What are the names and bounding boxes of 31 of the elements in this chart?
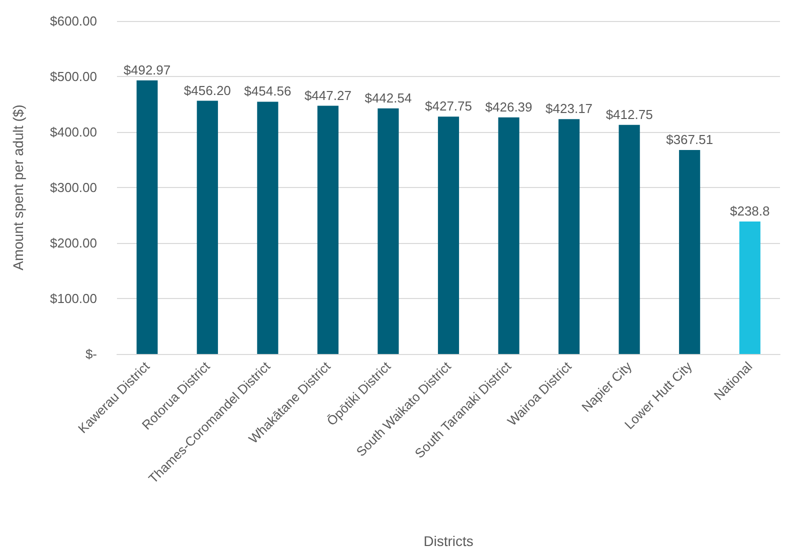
- data-label: $367.51: [666, 132, 714, 148]
- data-label: $492.97: [124, 62, 171, 78]
- bar: [558, 119, 580, 354]
- y-tick-label: $100.00: [50, 291, 97, 306]
- data-label: $426.39: [485, 99, 532, 114]
- y-tick-label: $400.00: [50, 124, 97, 140]
- bar: [438, 116, 460, 354]
- bar: [257, 102, 278, 354]
- data-label: $456.20: [184, 82, 231, 98]
- y-tick-label: $300.00: [50, 180, 97, 195]
- data-label: $442.54: [364, 90, 412, 106]
- bar: [618, 124, 640, 354]
- data-label: $447.27: [304, 88, 352, 103]
- data-label: $454.56: [244, 84, 292, 99]
- x-axis-title: Districts: [424, 533, 474, 549]
- data-label: $238.8: [730, 203, 770, 218]
- y-tick-label: $500.00: [50, 69, 97, 84]
- y-axis-title: Amount spent per adult ($): [10, 104, 26, 270]
- bar: [136, 80, 158, 354]
- bar: [679, 150, 700, 354]
- data-label: $427.75: [425, 98, 472, 114]
- y-tick-label: $200.00: [50, 236, 97, 250]
- bar: [378, 108, 399, 354]
- y-tick-label: $600.00: [50, 14, 97, 28]
- y-tick-label: $-: [85, 346, 97, 362]
- bar: [498, 117, 520, 354]
- bar: [196, 100, 218, 354]
- data-label: $423.17: [546, 101, 593, 116]
- bar: [317, 106, 338, 354]
- data-label: $412.75: [606, 106, 653, 122]
- bar: [739, 221, 760, 354]
